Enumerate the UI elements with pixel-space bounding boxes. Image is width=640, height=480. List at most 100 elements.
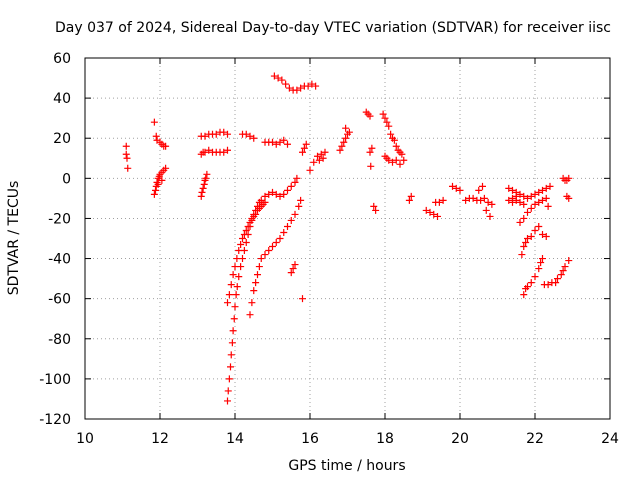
data-point xyxy=(229,271,237,279)
data-point xyxy=(312,82,320,90)
data-point xyxy=(200,180,208,188)
data-point xyxy=(212,130,220,138)
series-f xyxy=(197,170,211,200)
series-ad xyxy=(518,222,550,259)
data-point xyxy=(516,218,524,226)
data-point xyxy=(246,311,254,319)
data-point xyxy=(300,144,308,152)
data-point xyxy=(367,162,375,170)
series-ac xyxy=(516,194,552,226)
data-point xyxy=(422,206,430,214)
data-point xyxy=(287,269,295,277)
x-tick-label: 22 xyxy=(526,431,544,447)
data-point xyxy=(203,170,211,178)
data-point xyxy=(516,198,524,206)
data-point xyxy=(227,363,234,371)
data-point xyxy=(535,265,543,273)
data-point xyxy=(542,194,550,202)
data-point xyxy=(480,194,488,202)
data-point xyxy=(287,216,295,224)
data-point xyxy=(230,315,238,323)
data-point xyxy=(469,194,477,202)
data-point xyxy=(227,351,235,359)
series-d xyxy=(197,128,231,140)
data-point xyxy=(392,142,400,150)
series-af xyxy=(540,257,573,289)
data-point xyxy=(250,134,258,142)
data-point xyxy=(520,200,528,208)
data-point xyxy=(452,184,460,192)
data-point xyxy=(242,130,250,138)
data-point xyxy=(524,235,531,242)
data-point xyxy=(387,130,395,138)
data-point xyxy=(302,140,310,148)
data-point xyxy=(565,194,573,202)
data-point xyxy=(224,146,231,154)
data-point xyxy=(252,210,260,218)
data-point xyxy=(150,190,158,198)
data-point xyxy=(482,206,490,214)
data-point xyxy=(385,122,393,130)
data-point xyxy=(278,76,286,84)
data-point xyxy=(462,196,470,204)
data-point xyxy=(237,241,245,249)
data-point xyxy=(407,192,415,200)
data-point xyxy=(505,196,513,204)
data-point xyxy=(220,148,228,156)
data-point xyxy=(261,192,269,200)
data-point xyxy=(342,124,350,132)
x-tick-label: 18 xyxy=(376,431,394,447)
data-point xyxy=(306,166,314,174)
data-point xyxy=(535,198,543,206)
data-point xyxy=(559,267,567,275)
data-point xyxy=(524,194,531,202)
data-point xyxy=(228,339,236,347)
data-point xyxy=(284,222,291,230)
data-point xyxy=(383,118,391,126)
data-point xyxy=(250,287,258,295)
x-tick-label: 24 xyxy=(601,431,619,447)
data-point xyxy=(531,200,539,208)
data-point xyxy=(542,232,550,240)
data-point xyxy=(512,192,520,200)
data-point xyxy=(398,150,406,158)
data-point xyxy=(336,146,344,154)
chart-title: Day 037 of 2024, Sidereal Day-to-day VTE… xyxy=(55,20,611,36)
series-w xyxy=(432,196,447,206)
data-point xyxy=(531,190,539,198)
series-e xyxy=(197,146,231,158)
data-point xyxy=(539,196,546,204)
y-tick-label: -80 xyxy=(48,332,71,348)
data-point xyxy=(561,263,569,271)
y-tick-label: -100 xyxy=(39,372,71,388)
x-tick-label: 20 xyxy=(451,431,469,447)
series-g xyxy=(239,130,258,142)
data-point xyxy=(340,138,348,146)
data-point xyxy=(252,279,260,287)
data-point xyxy=(557,271,565,279)
y-tick-label: 40 xyxy=(53,91,71,107)
data-point xyxy=(304,82,312,90)
data-point xyxy=(291,210,299,218)
data-point xyxy=(248,299,256,307)
data-point xyxy=(280,228,288,236)
data-point xyxy=(366,112,374,120)
data-point xyxy=(242,239,250,247)
data-point xyxy=(486,212,494,220)
series-a xyxy=(122,142,132,172)
data-point xyxy=(488,200,496,208)
series-p xyxy=(306,148,329,174)
x-tick-label: 14 xyxy=(226,431,244,447)
data-point xyxy=(439,196,447,204)
data-point xyxy=(235,273,243,281)
data-point xyxy=(231,263,239,271)
data-point xyxy=(201,132,209,140)
data-point xyxy=(434,212,441,220)
data-point xyxy=(224,387,232,395)
data-point xyxy=(520,243,528,251)
series-z xyxy=(475,182,494,220)
data-point xyxy=(400,156,408,164)
data-point xyxy=(396,160,404,168)
data-point xyxy=(520,214,528,222)
data-point xyxy=(531,273,539,281)
